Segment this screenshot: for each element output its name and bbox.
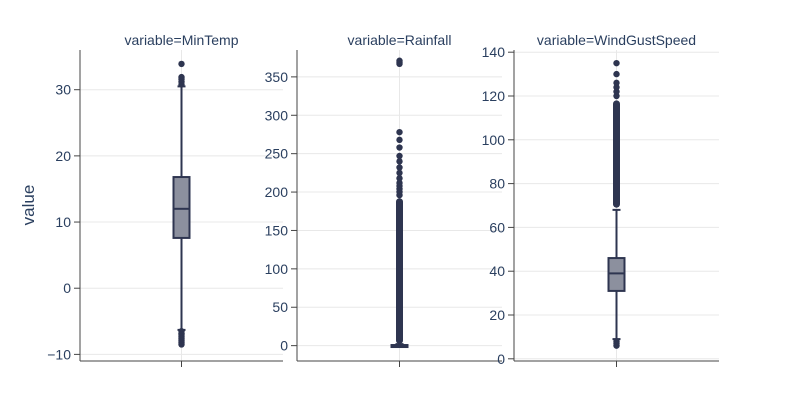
- outlier-point: [396, 136, 403, 144]
- outlier-point: [396, 57, 403, 64]
- outlier-band: [613, 100, 620, 208]
- panel-title-mintemp: variable=MinTemp: [125, 32, 239, 48]
- y-tick-label: 20: [489, 307, 505, 323]
- y-tick-label: 10: [55, 214, 71, 230]
- outlier-point: [396, 164, 403, 171]
- box-iqr: [172, 176, 191, 239]
- outlier-point: [396, 179, 403, 187]
- y-tick-label: 60: [489, 219, 505, 235]
- y-tick-label: 0: [63, 280, 71, 296]
- y-tick-label: 0: [280, 338, 288, 354]
- outlier-point: [396, 152, 403, 160]
- y-tick-label: 0: [497, 351, 505, 367]
- outlier-point: [613, 84, 620, 91]
- outlier-point: [613, 88, 620, 95]
- y-tick-label: −10: [47, 346, 71, 362]
- y-tick-label: 80: [489, 176, 505, 192]
- y-tick-label: 30: [55, 82, 71, 98]
- outlier-point: [178, 60, 185, 68]
- y-tick-label: 100: [482, 132, 506, 148]
- outlier-point: [178, 73, 185, 81]
- outlier-point: [613, 59, 620, 67]
- outlier-point: [178, 341, 185, 348]
- outlier-point: [396, 158, 403, 165]
- outlier-point: [396, 144, 403, 151]
- outlier-point: [613, 79, 620, 87]
- y-tick-label: 50: [272, 299, 288, 315]
- y-tick-label: 200: [265, 184, 289, 200]
- y-tick-label: 100: [265, 261, 289, 277]
- y-tick-label: 40: [489, 263, 505, 279]
- box-iqr: [607, 257, 626, 292]
- y-axis-label: value: [19, 185, 38, 226]
- outlier-point: [396, 175, 403, 182]
- y-tick-label: 140: [482, 44, 506, 60]
- outlier-band: [396, 198, 403, 344]
- facet-panel-mintemp: −10 0 10 20 30 variable=MinTemp: [47, 32, 283, 367]
- y-tick-label: 350: [265, 69, 289, 85]
- panel-title-windgustspeed: variable=WindGustSpeed: [537, 32, 696, 48]
- outlier-point: [613, 338, 620, 345]
- y-tick-label: 20: [55, 148, 71, 164]
- y-tick-label: 120: [482, 88, 506, 104]
- outlier-point: [613, 70, 620, 78]
- outlier-point: [396, 128, 403, 136]
- y-tick-label: 250: [265, 146, 289, 162]
- y-tick-label: 300: [265, 107, 289, 123]
- outlier-point: [613, 92, 620, 100]
- outlier-point: [396, 169, 403, 177]
- facet-panel-windgustspeed: 0 20 40 60 80 100 120 140 variable=WindGustSpeed: [482, 32, 719, 367]
- y-tick-label: 150: [265, 222, 289, 238]
- panel-title-rainfall: variable=Rainfall: [348, 32, 452, 48]
